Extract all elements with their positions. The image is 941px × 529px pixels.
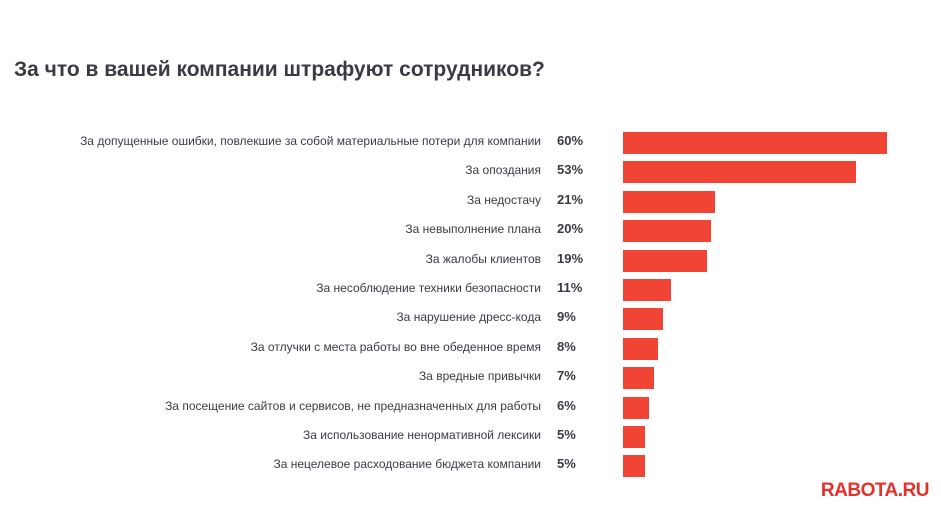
value-label: 5% — [557, 427, 576, 442]
value-label: 6% — [557, 397, 576, 413]
value-label: 7% — [557, 368, 576, 384]
bar — [623, 455, 645, 478]
category-label: За жалобы клиентов — [425, 251, 541, 266]
chart-row: За опоздания 53% — [0, 161, 941, 184]
category-label: За вредные привычки — [418, 369, 541, 384]
value-label: 11% — [557, 280, 583, 295]
bar — [623, 367, 654, 390]
category-label: За посещение сайтов и сервисов, не предн… — [165, 398, 541, 413]
category-label: За невыполнение плана — [405, 222, 541, 237]
category-label: За использование ненормативной лексики — [303, 428, 541, 442]
chart-row: За использование ненормативной лексики 5% — [0, 426, 941, 448]
chart-row: За нецелевое расходование бюджета компан… — [0, 455, 941, 478]
category-label: За недостачу — [467, 192, 541, 207]
value-label: 21% — [557, 191, 584, 207]
category-label: За допущенные ошибки, повлекшие за собой… — [80, 134, 541, 148]
chart-title: За что в вашей компании штрафуют сотрудн… — [14, 58, 545, 81]
chart-row: За несоблюдение техники безопасности 11% — [0, 279, 941, 301]
bar — [623, 426, 645, 448]
value-label: 53% — [557, 162, 584, 178]
rabota-logo: RABOTA.RU — [820, 480, 930, 501]
chart-row: За невыполнение плана 20% — [0, 220, 941, 243]
bar — [623, 132, 887, 154]
chart-row: За недостачу 21% — [0, 190, 941, 213]
bar — [623, 308, 663, 331]
chart-row: За нарушение дресс-кода 9% — [0, 308, 941, 331]
category-label: За нарушение дресс-кода — [396, 310, 541, 325]
bar — [623, 220, 711, 243]
chart-row: За посещение сайтов и сервисов, не предн… — [0, 396, 941, 419]
bar — [623, 249, 707, 272]
category-label: За нецелевое расходование бюджета компан… — [273, 457, 541, 472]
chart-row: За вредные привычки 7% — [0, 367, 941, 390]
bar — [623, 396, 650, 419]
value-label: 60% — [557, 133, 584, 148]
bar — [623, 190, 716, 213]
value-label: 20% — [557, 221, 584, 237]
category-label: За опоздания — [465, 163, 541, 178]
category-label: За несоблюдение техники безопасности — [316, 281, 541, 295]
bar — [623, 161, 857, 184]
chart-row: За жалобы клиентов 19% — [0, 249, 941, 272]
chart-row: За допущенные ошибки, повлекшие за собой… — [0, 132, 941, 154]
value-label: 9% — [557, 309, 576, 325]
value-label: 19% — [557, 250, 584, 266]
category-label: За отлучки с места работы во вне обеденн… — [250, 339, 541, 354]
value-label: 8% — [557, 338, 576, 354]
chart-row: За отлучки с места работы во вне обеденн… — [0, 337, 941, 360]
bar — [623, 337, 659, 360]
bar — [623, 279, 672, 301]
value-label: 5% — [557, 456, 576, 472]
